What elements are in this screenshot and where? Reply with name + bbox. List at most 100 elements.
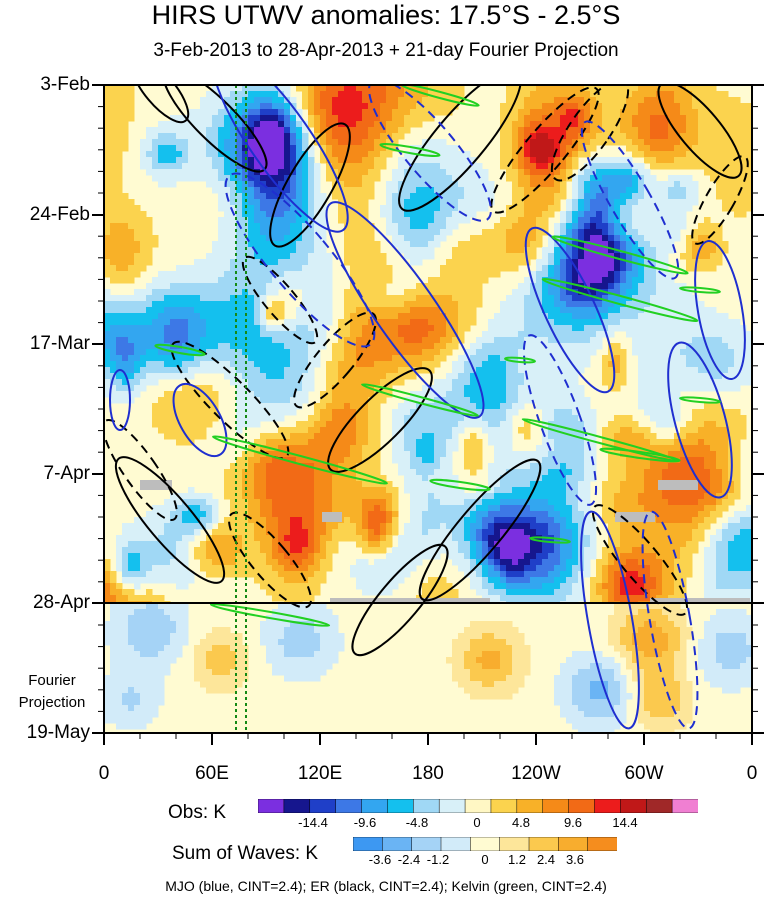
obs-cell <box>488 319 495 326</box>
obs-cell <box>290 403 297 410</box>
obs-cell <box>542 187 549 194</box>
obs-cell <box>614 169 621 176</box>
obs-cell <box>326 91 333 98</box>
obs-cell <box>632 121 639 128</box>
obs-cell <box>350 109 357 116</box>
obs-cell <box>710 361 717 368</box>
obs-cell <box>182 403 189 410</box>
obs-cell <box>260 409 267 416</box>
obs-cell <box>176 265 183 272</box>
obs-cell <box>326 373 333 380</box>
obs-cell <box>110 211 117 218</box>
obs-cell <box>266 349 273 356</box>
obs-cell <box>428 97 435 104</box>
obs-cell <box>722 175 729 182</box>
obs-cell <box>662 97 669 104</box>
obs-cell <box>176 127 183 134</box>
obs-cell <box>242 259 249 266</box>
obs-cell <box>740 139 747 146</box>
obs-cell <box>398 109 405 116</box>
obs-cell <box>344 325 351 332</box>
obs-cell <box>386 301 393 308</box>
obs-cell <box>656 223 663 230</box>
obs-cell <box>260 139 267 146</box>
obs-cell <box>740 109 747 116</box>
obs-cell <box>434 169 441 176</box>
obs-cell <box>338 331 345 338</box>
obs-cell <box>230 97 237 104</box>
obs-cell <box>644 121 651 128</box>
obs-cell <box>374 175 381 182</box>
obs-cell <box>620 415 627 422</box>
obs-cell <box>512 307 519 314</box>
obs-cell <box>110 337 117 344</box>
obs-cell <box>428 409 435 416</box>
obs-cell <box>734 145 741 152</box>
obs-cell <box>428 295 435 302</box>
obs-cell <box>638 211 645 218</box>
obs-cell <box>194 331 201 338</box>
obs-cell <box>524 283 531 290</box>
obs-cell <box>692 181 699 188</box>
obs-cell <box>404 97 411 104</box>
obs-cell <box>728 385 735 392</box>
obs-cell <box>674 409 681 416</box>
obs-cell <box>410 109 417 116</box>
obs-cell <box>326 319 333 326</box>
obs-cell <box>584 295 591 302</box>
obs-cell <box>398 115 405 122</box>
obs-cell <box>314 325 321 332</box>
obs-cell <box>686 253 693 260</box>
obs-cell <box>572 97 579 104</box>
obs-cell <box>272 133 279 140</box>
obs-cell <box>524 421 531 428</box>
obs-cell <box>152 373 159 380</box>
obs-cell <box>350 385 357 392</box>
obs-cell <box>584 331 591 338</box>
obs-cell <box>650 133 657 140</box>
obs-cell <box>464 259 471 266</box>
obs-cell <box>272 175 279 182</box>
obs-cell <box>368 313 375 320</box>
obs-cell <box>284 409 291 416</box>
obs-cell <box>278 163 285 170</box>
obs-cell <box>596 169 603 176</box>
obs-cell <box>200 139 207 146</box>
obs-cell <box>200 97 207 104</box>
obs-cell <box>650 391 657 398</box>
obs-cell <box>536 193 543 200</box>
obs-cell <box>530 313 537 320</box>
obs-cell <box>152 157 159 164</box>
obs-cell <box>416 259 423 266</box>
obs-cell <box>440 379 447 386</box>
obs-cell <box>416 289 423 296</box>
obs-cell <box>530 385 537 392</box>
obs-cell <box>290 139 297 146</box>
obs-cell <box>554 409 561 416</box>
obs-cell <box>506 415 513 422</box>
obs-cell <box>212 325 219 332</box>
obs-cell <box>176 115 183 122</box>
obs-cell <box>554 265 561 272</box>
obs-cell <box>542 283 549 290</box>
obs-cell <box>632 343 639 350</box>
obs-cell <box>626 133 633 140</box>
obs-cell <box>692 307 699 314</box>
obs-cell <box>218 307 225 314</box>
obs-cell <box>560 91 567 98</box>
obs-cell <box>338 355 345 362</box>
obs-cell <box>374 85 381 92</box>
obs-cell <box>518 91 525 98</box>
obs-cell <box>560 187 567 194</box>
obs-cell <box>248 121 255 128</box>
obs-cell <box>542 97 549 104</box>
obs-cell <box>368 175 375 182</box>
obs-cell <box>272 115 279 122</box>
obs-cell <box>614 85 621 92</box>
obs-cell <box>164 373 171 380</box>
obs-cell <box>464 265 471 272</box>
obs-cell <box>380 91 387 98</box>
obs-cell <box>554 223 561 230</box>
obs-cell <box>152 367 159 374</box>
obs-cell <box>146 301 153 308</box>
